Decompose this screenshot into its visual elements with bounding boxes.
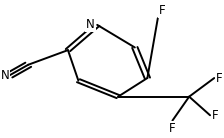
Text: F: F <box>169 122 176 135</box>
Text: F: F <box>216 71 223 85</box>
Text: N: N <box>86 18 95 31</box>
Text: F: F <box>159 4 165 17</box>
Text: F: F <box>212 109 219 122</box>
Text: N: N <box>1 69 9 82</box>
